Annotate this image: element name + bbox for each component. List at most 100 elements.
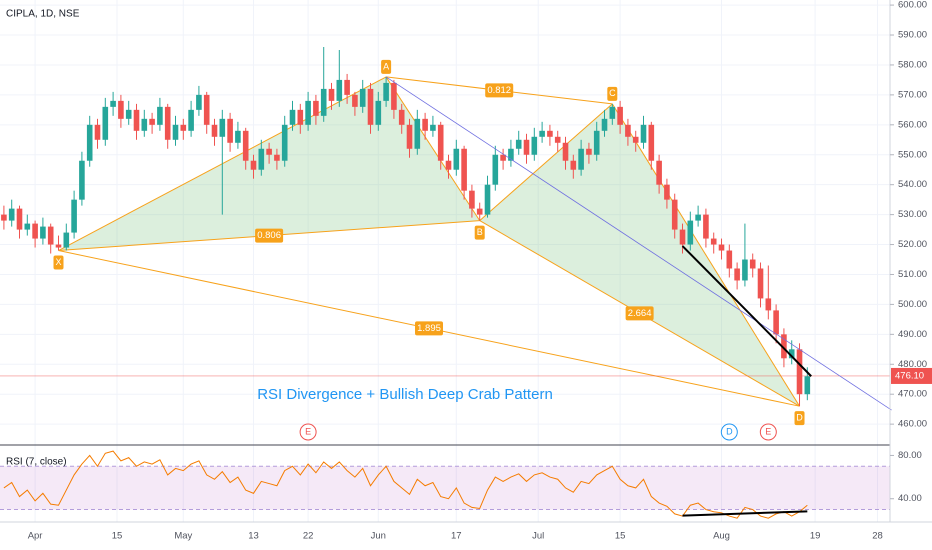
pattern-point-marker: B [474,225,485,240]
y-tick-label: 590.00 [898,30,927,41]
x-tick-label: 22 [303,531,314,542]
pattern-point-label: A [383,61,389,71]
pattern-point-marker: D [794,411,805,426]
candle-body [211,124,218,137]
candle-body [617,106,623,125]
candle-body [625,124,631,137]
pattern-point-marker: A [381,59,392,74]
candle-body [157,106,163,125]
candle-body [687,220,694,245]
candle-body [125,109,132,119]
candle-body [788,349,795,359]
y-tick-label: 550.00 [898,149,927,160]
candle-body [328,88,335,101]
rsi-tick-label: 40.00 [898,493,922,504]
plot: X A B C D 0.806 0.812 2.664 1.895 E D E [0,0,892,522]
candle-body [235,130,241,143]
candle-body [554,136,561,143]
y-tick-label: 570.00 [898,89,927,100]
pattern-point-label: C [609,88,616,98]
candle-body [40,226,46,239]
candle-body [375,100,382,125]
rsi-tick-label: 80.00 [898,450,922,461]
y-tick-label: 600.00 [898,0,927,11]
candle-body [102,106,109,140]
ratio-box [255,228,284,243]
event-label: E [765,426,771,436]
x-tick-label: 19 [810,531,821,542]
x-tick-label: Jun [371,531,386,542]
candle-body [1,214,7,221]
x-tick-label: 28 [872,531,883,542]
x-tick-label: 15 [615,531,626,542]
rsi-band [0,466,890,510]
candle-body [8,208,15,221]
candle-body [710,238,717,245]
candle-body [469,190,475,209]
candle-body [703,214,709,239]
candle-body [242,130,249,161]
candle-body [570,160,577,170]
candle-body [804,376,811,395]
candle-body [515,139,522,149]
candle-body [796,349,803,395]
pattern-leg [479,103,613,221]
candle-body [593,130,600,155]
pattern-point-box [381,59,392,74]
y-tick-label: 560.00 [898,119,927,130]
candle-body [32,223,38,239]
candle-body [352,94,358,107]
candle-body [718,244,725,251]
candle-body [609,106,616,119]
event-marker [720,423,738,441]
candle-body [141,118,148,131]
rsi-line [3,450,808,519]
y-tick-label: 540.00 [898,179,927,190]
candle-body [492,154,499,185]
pattern-point-marker: C [607,86,618,101]
candle-body [671,199,678,230]
candle-body [406,124,413,149]
candle-body [149,118,155,125]
event-label: D [726,426,733,436]
candle-body [313,100,319,116]
candle-body [118,100,124,119]
candle-body [430,124,436,131]
candle-body [266,148,272,155]
event-marker [759,423,777,441]
candle-body [289,109,296,125]
candle-body [227,118,233,143]
candle-body [648,124,655,161]
ratio-label: 2.664 [628,308,652,319]
pattern-point-box [474,225,485,240]
candle-body [586,148,592,155]
candle-body [133,109,140,131]
ratio-box [415,321,444,336]
candle-body [664,184,670,200]
pattern-point-box [53,255,64,270]
pattern-leg [611,103,800,407]
candle-body [250,160,257,170]
candle-body [297,109,304,125]
ratio-label: 0.812 [487,85,511,96]
x-tick-label: May [174,531,192,542]
candle-body [437,124,444,161]
candle-body [547,130,553,137]
event-label: E [305,426,311,436]
candle-body [305,100,311,125]
candle-body [219,118,226,137]
candle-body [258,148,265,170]
pattern-point-marker: X [53,255,64,270]
candle-body [79,160,85,200]
candle-body [188,109,194,131]
candle-body [523,139,530,155]
x-tick-label: 13 [248,531,259,542]
rsi-label: RSI (7, close) [6,457,67,468]
candle-body [422,118,428,131]
x-tick-label: Jul [532,531,544,542]
candle-body [726,250,733,269]
ratio-label: 0.806 [257,230,281,241]
candle-body [86,124,93,161]
ratio-box [485,83,514,98]
